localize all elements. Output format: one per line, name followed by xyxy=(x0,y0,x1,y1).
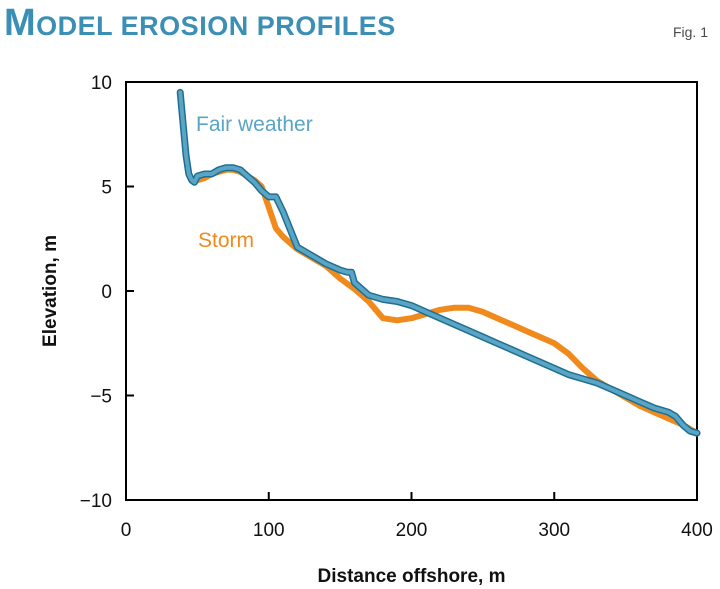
series-label-fair-weather: Fair weather xyxy=(196,113,313,136)
x-tick-label: 200 xyxy=(396,520,428,541)
y-tick-label: −5 xyxy=(90,387,112,408)
chart-title: MODEL EROSION PROFILES xyxy=(4,4,396,42)
x-tick-label: 400 xyxy=(681,520,713,541)
fair-weather-series-line xyxy=(178,90,699,436)
series-label-storm: Storm xyxy=(198,229,254,252)
fair-weather-series-outline xyxy=(176,88,701,437)
x-tick-label: 100 xyxy=(253,520,285,541)
chart-title-initial: M xyxy=(4,2,37,44)
plot-area-frame xyxy=(125,81,698,501)
figure-number: Fig. 1 xyxy=(672,24,708,40)
series-group xyxy=(176,88,701,437)
x-axis-title: Distance offshore, m xyxy=(318,566,506,587)
y-tick-label: −10 xyxy=(80,491,112,512)
y-tick-label: 5 xyxy=(101,178,112,199)
chart-title-rest: ODEL EROSION PROFILES xyxy=(36,11,396,41)
x-tick-label: 300 xyxy=(538,520,570,541)
tick-group: 0 100 200 300 400 10 5 0 −5 −10 xyxy=(80,73,713,541)
plot-frame-group xyxy=(125,81,698,501)
y-tick-label: 10 xyxy=(91,73,112,94)
x-tick-label: 0 xyxy=(121,520,132,541)
y-axis-title: Elevation, m xyxy=(40,235,61,347)
y-tick-label: 0 xyxy=(101,282,112,303)
